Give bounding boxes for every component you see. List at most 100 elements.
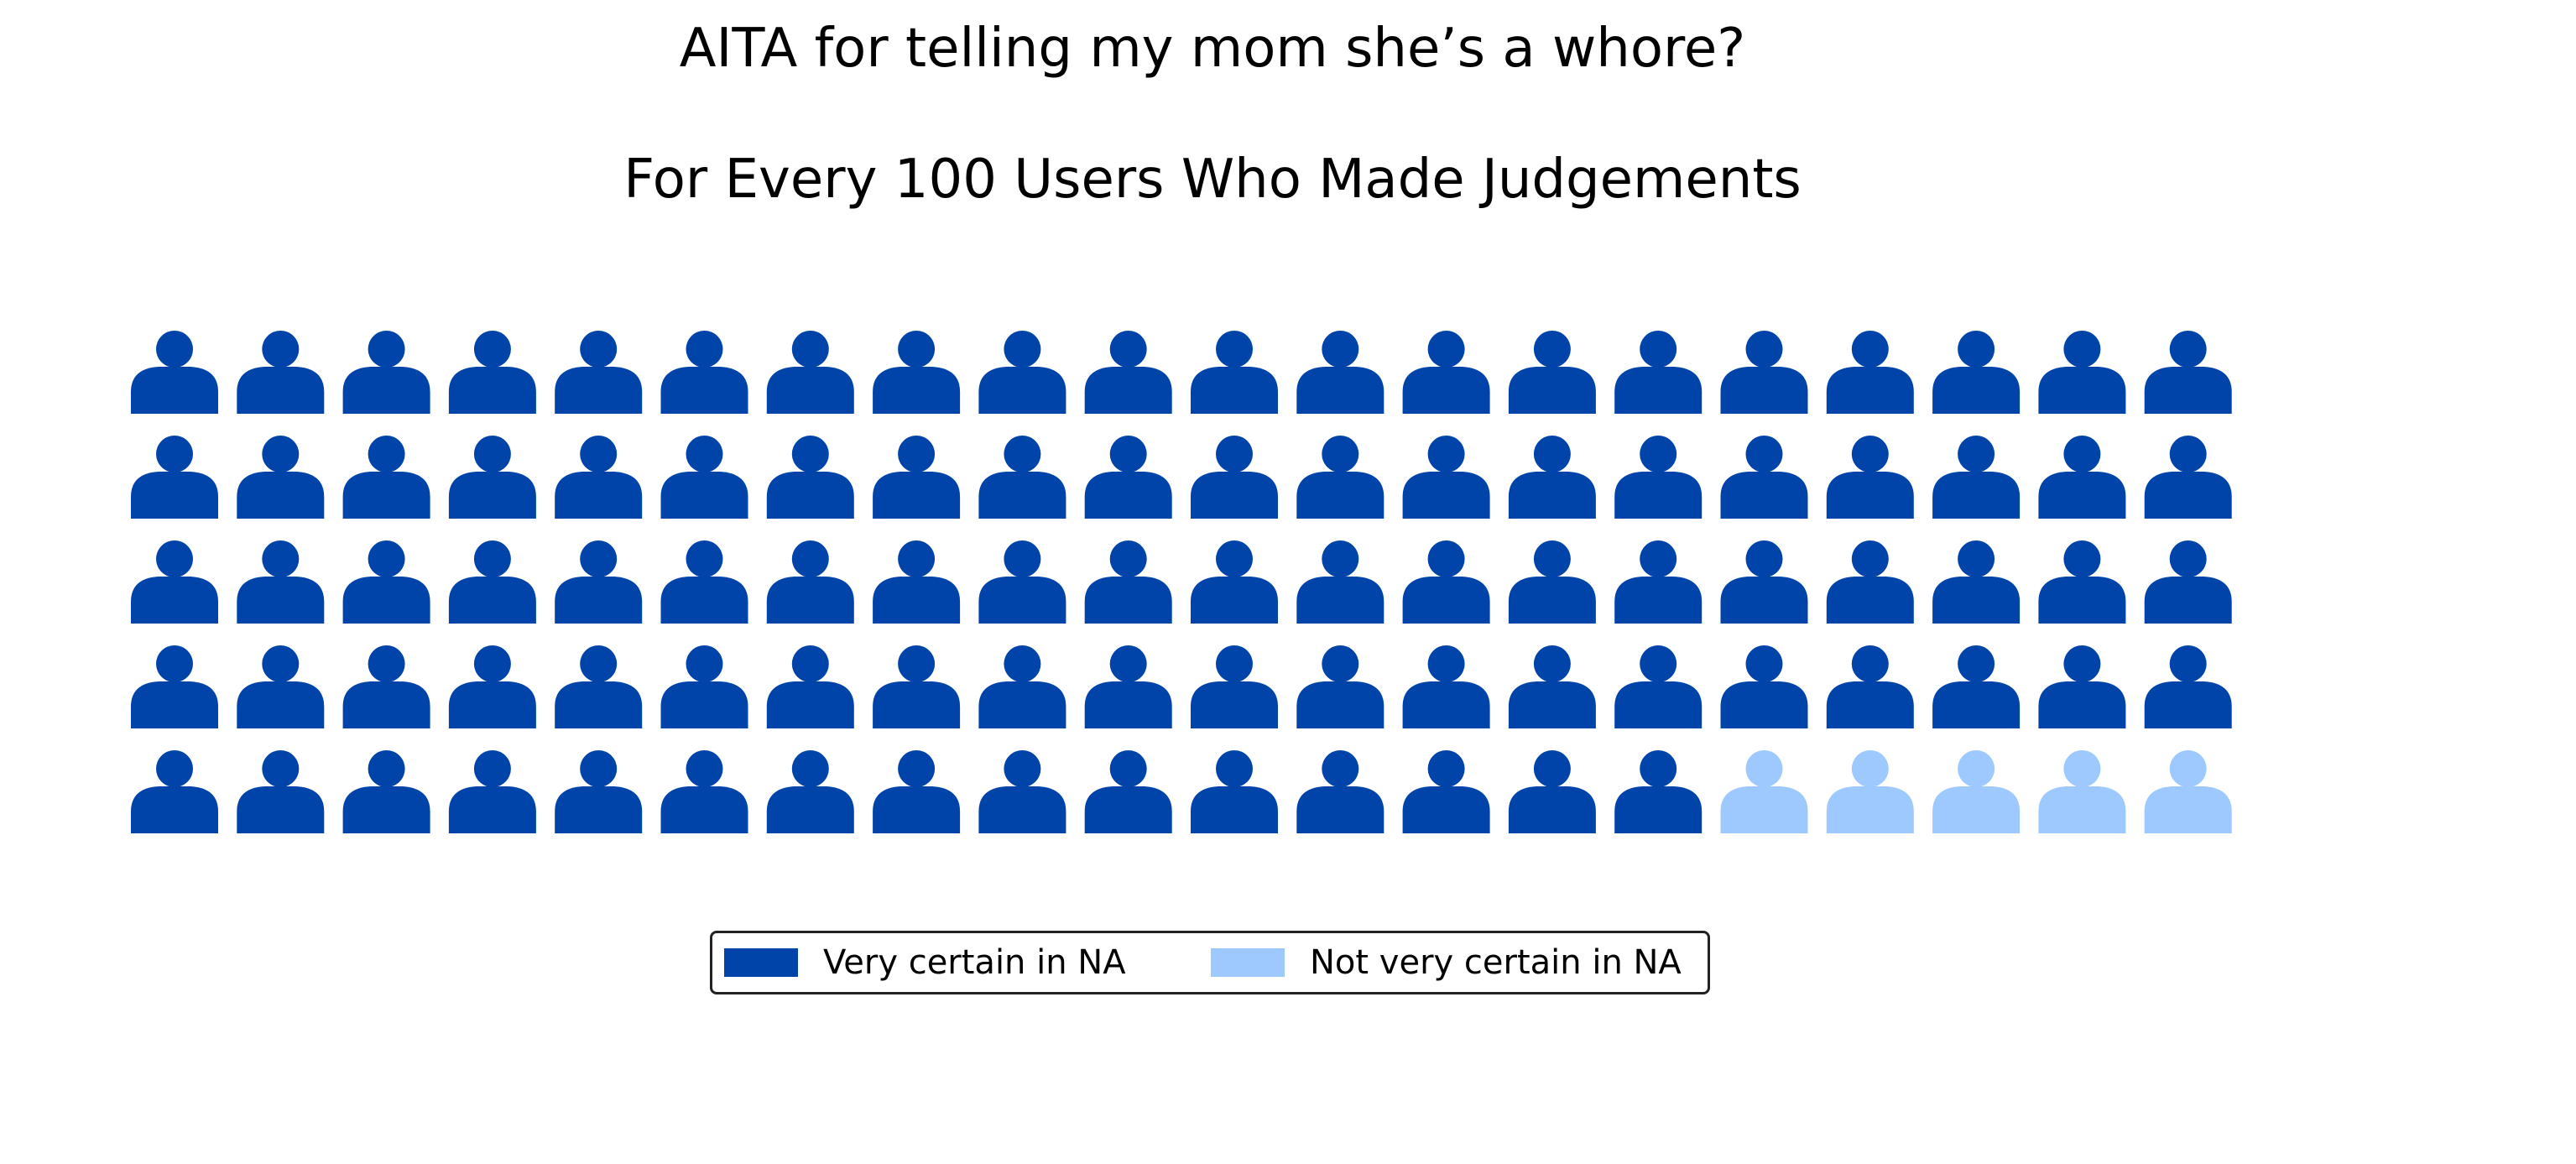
person-icon [2038,331,2126,414]
chart-title: AITA for telling my mom she’s a whore? [679,18,1746,80]
person-icon [1402,645,1490,728]
person-icon [342,436,430,519]
person-icon [1296,436,1384,519]
person-icon [873,645,961,728]
person-icon [131,436,218,519]
person-icon [2144,436,2232,519]
person-icon [1826,331,1914,414]
person-icon [660,645,748,728]
person-icon [1084,540,1172,624]
person-icon [237,750,325,833]
legend-label-not-very-certain: Not very certain in NA [1310,943,1682,982]
legend-item-very-certain: Very certain in NA [724,933,1126,992]
person-icon [766,331,854,414]
person-icon [2038,436,2126,519]
person-icon [1614,750,1703,833]
person-icon [1932,540,2021,624]
person-icon [1296,331,1384,414]
person-icon [1720,540,1808,624]
person-icon [1826,645,1914,728]
person-icon [131,331,218,414]
legend-swatch-very-certain [724,948,798,977]
person-icon [2144,645,2232,728]
person-icon [873,540,961,624]
person-icon [1720,645,1808,728]
person-icon [237,645,325,728]
person-icon [1720,750,1808,833]
person-icon [448,645,536,728]
person-icon [978,750,1066,833]
person-icon [1614,331,1703,414]
person-icon [1084,436,1172,519]
person-icon [1508,540,1596,624]
person-icon [873,750,961,833]
person-icon [1084,750,1172,833]
person-icon [1614,540,1703,624]
person-icon [1402,331,1490,414]
person-icon [555,750,643,833]
person-icon [1508,645,1596,728]
person-icon [1508,436,1596,519]
person-icon [555,436,643,519]
person-icon [766,436,854,519]
person-icon [1191,645,1278,728]
person-icon [766,540,854,624]
person-icon [1296,645,1384,728]
person-icon [1191,540,1278,624]
person-icon [342,750,430,833]
person-icon [1932,331,2021,414]
person-icon [342,331,430,414]
person-icon [342,540,430,624]
person-icon [237,436,325,519]
person-icon [237,331,325,414]
person-icon [1826,540,1914,624]
person-icon [660,540,748,624]
person-icon [1402,540,1490,624]
person-icon [1191,750,1278,833]
person-icon [1402,750,1490,833]
person-icon [1614,645,1703,728]
person-icon [1508,331,1596,414]
person-icon [1402,436,1490,519]
person-icon [978,645,1066,728]
person-icon [448,436,536,519]
person-icon [660,331,748,414]
person-icon [448,331,536,414]
person-icon [448,750,536,833]
person-icon [555,645,643,728]
person-icon [2144,540,2232,624]
person-icon [131,750,218,833]
legend-swatch-not-very-certain [1211,948,1285,977]
person-icon [2038,750,2126,833]
person-icon [1084,331,1172,414]
person-icon [1191,436,1278,519]
person-icon [660,436,748,519]
person-icon [555,540,643,624]
person-icon [1296,540,1384,624]
person-icon [1932,436,2021,519]
person-icon [660,750,748,833]
person-icon [131,645,218,728]
person-icon [1720,331,1808,414]
person-icon [978,540,1066,624]
person-icon [873,436,961,519]
chart-legend: Very certain in NA Not very certain in N… [710,931,1710,994]
person-icon [448,540,536,624]
person-icon [1826,436,1914,519]
person-icon [1932,750,2021,833]
person-icon [978,436,1066,519]
legend-label-very-certain: Very certain in NA [823,943,1126,982]
person-icon [1826,750,1914,833]
person-icon [2038,645,2126,728]
person-icon [342,645,430,728]
chart-subtitle: For Every 100 Users Who Made Judgements [623,149,1802,211]
person-icon [978,331,1066,414]
person-icon [1296,750,1384,833]
person-icon [2038,540,2126,624]
person-icon [1932,645,2021,728]
person-icon [1720,436,1808,519]
person-icon [766,750,854,833]
person-icon [1084,645,1172,728]
person-icon [2144,331,2232,414]
